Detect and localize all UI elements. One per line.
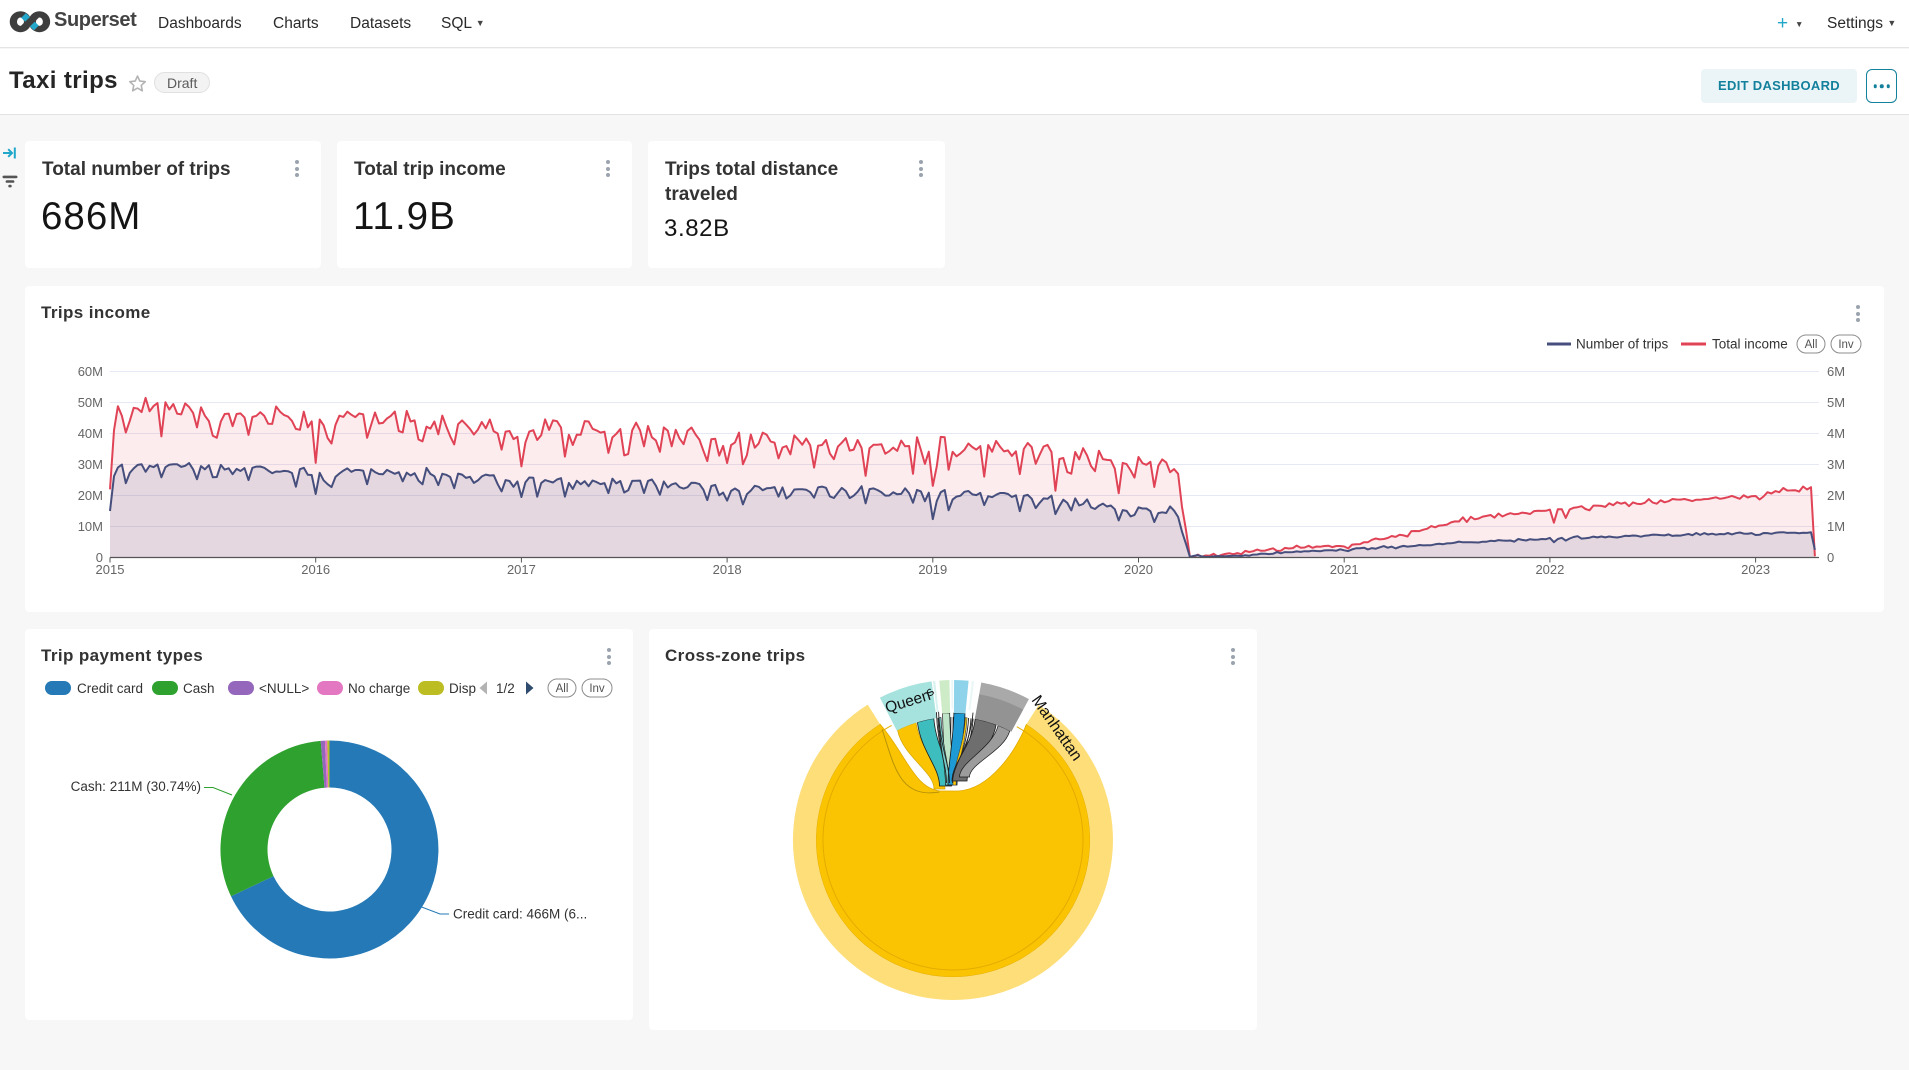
svg-text:Disp: Disp xyxy=(449,681,476,696)
svg-text:Total income: Total income xyxy=(1712,337,1788,352)
svg-text:2020: 2020 xyxy=(1124,562,1153,577)
svg-text:Credit card: 466M (6...: Credit card: 466M (6... xyxy=(453,907,587,922)
svg-text:50M: 50M xyxy=(78,395,103,410)
svg-text:All: All xyxy=(1805,339,1818,351)
svg-text:20M: 20M xyxy=(78,488,103,503)
svg-text:2016: 2016 xyxy=(301,562,330,577)
svg-text:2M: 2M xyxy=(1827,488,1845,503)
svg-text:All: All xyxy=(556,683,569,695)
svg-text:2018: 2018 xyxy=(713,562,742,577)
svg-text:40M: 40M xyxy=(78,426,103,441)
svg-text:2015: 2015 xyxy=(96,562,125,577)
svg-text:2022: 2022 xyxy=(1535,562,1564,577)
svg-text:2019: 2019 xyxy=(918,562,947,577)
svg-text:Credit card: Credit card xyxy=(77,681,143,696)
svg-text:Inv: Inv xyxy=(1838,339,1854,351)
svg-text:Number of trips: Number of trips xyxy=(1576,337,1669,352)
svg-text:No charge: No charge xyxy=(348,681,410,696)
svg-text:Cash: Cash xyxy=(183,681,215,696)
svg-text:2017: 2017 xyxy=(507,562,536,577)
svg-text:1/2: 1/2 xyxy=(496,681,515,696)
svg-text:60M: 60M xyxy=(78,364,103,379)
svg-text:30M: 30M xyxy=(78,457,103,472)
svg-text:6M: 6M xyxy=(1827,364,1845,379)
svg-text:0: 0 xyxy=(96,550,103,565)
svg-text:Inv: Inv xyxy=(589,683,605,695)
svg-text:0: 0 xyxy=(1827,550,1834,565)
svg-text:Cash: 211M (30.74%): Cash: 211M (30.74%) xyxy=(71,779,201,794)
svg-text:3M: 3M xyxy=(1827,457,1845,472)
svg-text:4M: 4M xyxy=(1827,426,1845,441)
svg-text:5M: 5M xyxy=(1827,395,1845,410)
svg-text:2023: 2023 xyxy=(1741,562,1770,577)
svg-text:1M: 1M xyxy=(1827,519,1845,534)
svg-text:2021: 2021 xyxy=(1330,562,1359,577)
svg-text:10M: 10M xyxy=(78,519,103,534)
svg-text:<NULL>: <NULL> xyxy=(259,681,309,696)
